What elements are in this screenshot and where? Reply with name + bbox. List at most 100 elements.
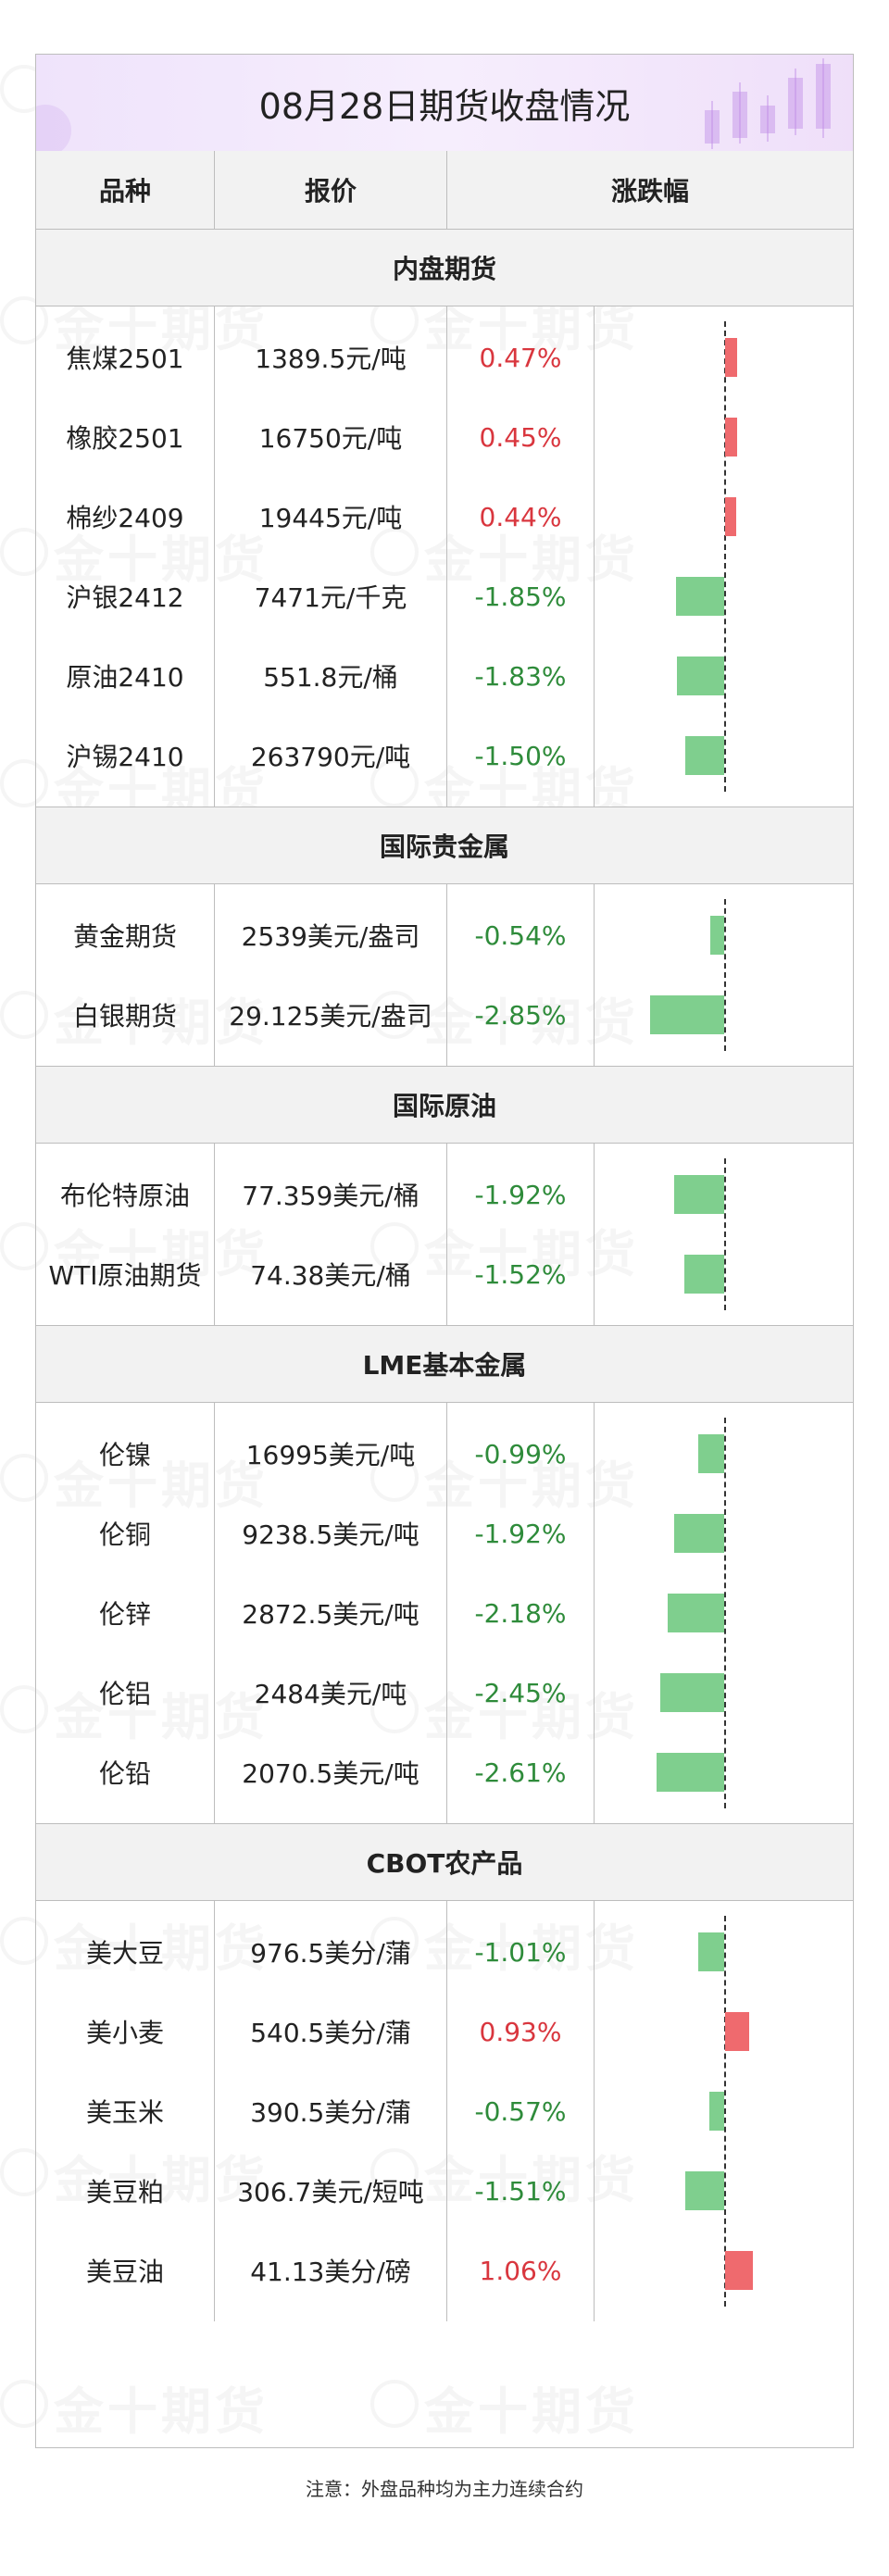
- contract-price: 29.125美元/盎司: [229, 1001, 432, 1032]
- section-header: LME基本金属: [36, 1325, 853, 1403]
- change-percent: -1.51%: [474, 2175, 567, 2207]
- table-row: 伦铅 2070.5美元/吨 -2.61%: [36, 1732, 853, 1812]
- table-row: WTI原油期货 74.38美元/桶 -1.52%: [36, 1234, 853, 1314]
- change-bar: [709, 916, 724, 955]
- contract-price: 77.359美元/桶: [242, 1181, 419, 1211]
- section-block: 黄金期货 2539美元/盎司 -0.54% 白银期货 29.125美元/盎司 -2.85%: [36, 884, 853, 1066]
- contract-price: 263790元/吨: [250, 742, 411, 772]
- table-row: 美玉米 390.5美分/蒲 -0.57%: [36, 2071, 853, 2151]
- table-row: 棉纱2409 19445元/吨 0.44%: [36, 477, 853, 556]
- table-row: 美豆油 41.13美分/磅 1.06%: [36, 2231, 853, 2310]
- change-bar: [674, 1175, 724, 1214]
- contract-name: 美豆粕: [85, 2177, 164, 2207]
- change-percent: -1.83%: [474, 660, 567, 692]
- contract-price: 16995美元/吨: [245, 1440, 416, 1470]
- section-header: 内盘期货: [36, 229, 853, 306]
- change-bar: [656, 1753, 724, 1792]
- contract-price: 306.7美元/短吨: [237, 2177, 424, 2207]
- change-bar: [697, 1932, 724, 1971]
- footnote: 注意：外盘品种均为主力连续合约: [306, 2478, 583, 2500]
- contract-name: 焦煤2501: [66, 344, 184, 374]
- table-row: 沪锡2410 263790元/吨 -1.50%: [36, 716, 853, 795]
- change-percent: 0.44%: [479, 501, 562, 532]
- change-percent: 0.93%: [479, 2016, 562, 2047]
- contract-price: 2872.5美元/吨: [242, 1599, 419, 1630]
- change-percent: -0.54%: [474, 919, 567, 951]
- change-bar: [684, 2171, 724, 2210]
- change-percent: 0.45%: [479, 421, 562, 453]
- table-row: 美大豆 976.5美分/蒲 -1.01%: [36, 1912, 853, 1992]
- change-percent: -0.57%: [474, 2095, 567, 2127]
- table-row: 布伦特原油 77.359美元/桶 -1.92%: [36, 1155, 853, 1234]
- header-change: 涨跌幅: [610, 176, 689, 206]
- table-row: 焦煤2501 1389.5元/吨 0.47%: [36, 318, 853, 397]
- contract-name: 棉纱2409: [66, 503, 184, 533]
- contract-price: 19445元/吨: [258, 503, 403, 533]
- contract-name: 伦锌: [98, 1599, 151, 1630]
- table-row: 白银期货 29.125美元/盎司 -2.85%: [36, 975, 853, 1055]
- header-name: 品种: [98, 176, 151, 206]
- contract-price: 74.38美元/桶: [250, 1260, 411, 1291]
- decor-chart-icon: [36, 105, 71, 151]
- contract-price: 2539美元/盎司: [241, 921, 420, 952]
- contract-name: 美豆油: [85, 2257, 164, 2287]
- table-row: 伦锌 2872.5美元/吨 -2.18%: [36, 1573, 853, 1653]
- section-block: 布伦特原油 77.359美元/桶 -1.92% WTI原油期货 74.38美元/桶 -1.…: [36, 1144, 853, 1325]
- contract-name: 白银期货: [72, 1001, 177, 1032]
- change-bar: [684, 1255, 724, 1294]
- section-header: CBOT农产品: [36, 1823, 853, 1901]
- change-percent: -1.92%: [474, 1518, 567, 1549]
- contract-name: 橡胶2501: [66, 423, 184, 454]
- contract-price: 1389.5元/吨: [255, 344, 407, 374]
- zero-line: [724, 1916, 726, 2307]
- contract-name: 美大豆: [85, 1938, 164, 1969]
- contract-name: 伦铜: [98, 1519, 151, 1550]
- contract-price: 2070.5美元/吨: [242, 1758, 419, 1789]
- section-header: 国际原油: [36, 1066, 853, 1144]
- change-percent: -1.01%: [474, 1936, 567, 1968]
- table-row: 伦镍 16995美元/吨 -0.99%: [36, 1414, 853, 1494]
- change-bar: [709, 2092, 724, 2131]
- table-row: 原油2410 551.8元/桶 -1.83%: [36, 636, 853, 716]
- contract-price: 540.5美分/蒲: [250, 2018, 411, 2048]
- contract-price: 390.5美分/蒲: [250, 2097, 411, 2128]
- contract-name: 沪银2412: [66, 582, 184, 613]
- change-bar: [667, 1594, 724, 1632]
- table-row: 橡胶2501 16750元/吨 0.45%: [36, 397, 853, 477]
- contract-price: 551.8元/桶: [263, 662, 398, 693]
- change-percent: -2.18%: [474, 1597, 567, 1629]
- change-bar: [685, 736, 724, 775]
- contract-name: WTI原油期货: [48, 1260, 202, 1291]
- contract-name: 原油2410: [66, 662, 184, 693]
- section-header: 国际贵金属: [36, 807, 853, 884]
- change-percent: 1.06%: [479, 2255, 562, 2286]
- contract-name: 布伦特原油: [59, 1181, 190, 1211]
- change-bar: [698, 1434, 724, 1473]
- section-block: 美大豆 976.5美分/蒲 -1.01% 美小麦 540.5美分/蒲 0.93% 美玉米 39…: [36, 1901, 853, 2321]
- contract-name: 美玉米: [85, 2097, 164, 2128]
- table-row: 黄金期货 2539美元/盎司 -0.54%: [36, 895, 853, 975]
- change-bar: [676, 577, 724, 616]
- table-row: 美豆粕 306.7美元/短吨 -1.51%: [36, 2151, 853, 2231]
- change-percent: -1.52%: [474, 1258, 567, 1290]
- quote-table: 08月28日期货收盘情况 品种 报价 涨跌幅 内盘期货焦煤2501 1389.5元…: [35, 54, 854, 2448]
- contract-name: 黄金期货: [72, 921, 177, 952]
- change-bar: [674, 1514, 724, 1553]
- title-bar: 08月28日期货收盘情况: [36, 55, 853, 152]
- change-bar: [725, 497, 737, 536]
- contract-price: 7471元/千克: [254, 582, 407, 613]
- change-percent: 0.47%: [479, 342, 562, 373]
- change-bar: [676, 657, 724, 695]
- change-percent: -1.92%: [474, 1179, 567, 1210]
- contract-price: 41.13美分/磅: [250, 2257, 411, 2287]
- change-bar: [725, 418, 737, 456]
- zero-line: [724, 1418, 726, 1808]
- contract-name: 伦铝: [98, 1679, 151, 1709]
- contract-price: 16750元/吨: [258, 423, 403, 454]
- zero-line: [724, 1158, 726, 1310]
- zero-line: [724, 899, 726, 1051]
- change-bar: [650, 995, 724, 1034]
- change-percent: -2.85%: [474, 999, 567, 1031]
- contract-name: 伦镍: [98, 1440, 151, 1470]
- header-price: 报价: [304, 176, 357, 206]
